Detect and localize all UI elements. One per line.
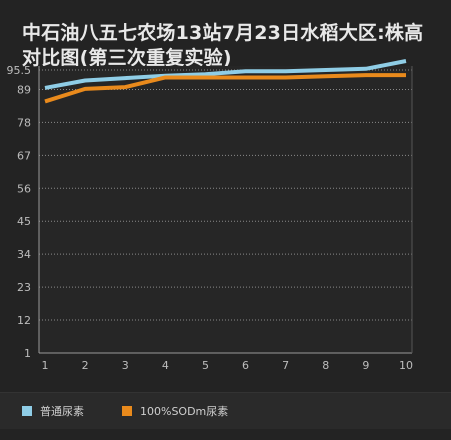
legend-swatch — [22, 406, 32, 416]
y-tick-label: 45 — [17, 215, 31, 228]
x-tick-label: 8 — [322, 359, 329, 372]
y-tick-label: 78 — [17, 116, 31, 129]
x-tick-label: 3 — [122, 359, 129, 372]
legend-label: 普通尿素 — [40, 405, 84, 418]
y-tick-label: 95.5 — [7, 64, 32, 77]
series-line-1 — [44, 59, 407, 90]
legend: 普通尿素 100%SODm尿素 — [0, 392, 451, 429]
chart-title: 中石油八五七农场13站7月23日水稻大区:株高对比图(第三次重复实验) — [22, 22, 424, 69]
y-tick-label: 56 — [17, 182, 31, 195]
x-tick-label: 10 — [399, 359, 413, 372]
x-tick-label: 1 — [42, 359, 49, 372]
y-tick-label: 34 — [17, 248, 31, 261]
x-tick-label: 6 — [242, 359, 249, 372]
legend-item-1: 普通尿素 — [22, 403, 84, 419]
legend-label: 100%SODm尿素 — [140, 405, 229, 418]
x-tick-label: 2 — [82, 359, 89, 372]
y-tick-label: 12 — [17, 314, 31, 327]
x-tick-label: 4 — [162, 359, 169, 372]
x-tick-label: 5 — [202, 359, 209, 372]
y-tick-label: 89 — [17, 83, 31, 96]
y-tick-label: 1 — [24, 347, 31, 360]
x-tick-label: 7 — [282, 359, 289, 372]
series-line-2 — [44, 73, 406, 104]
y-tick-label: 23 — [17, 281, 31, 294]
x-tick-label: 9 — [362, 359, 369, 372]
legend-item-2: 100%SODm尿素 — [122, 403, 228, 419]
y-tick-label: 67 — [17, 149, 31, 162]
plot-background — [39, 66, 412, 353]
legend-swatch — [122, 406, 132, 416]
